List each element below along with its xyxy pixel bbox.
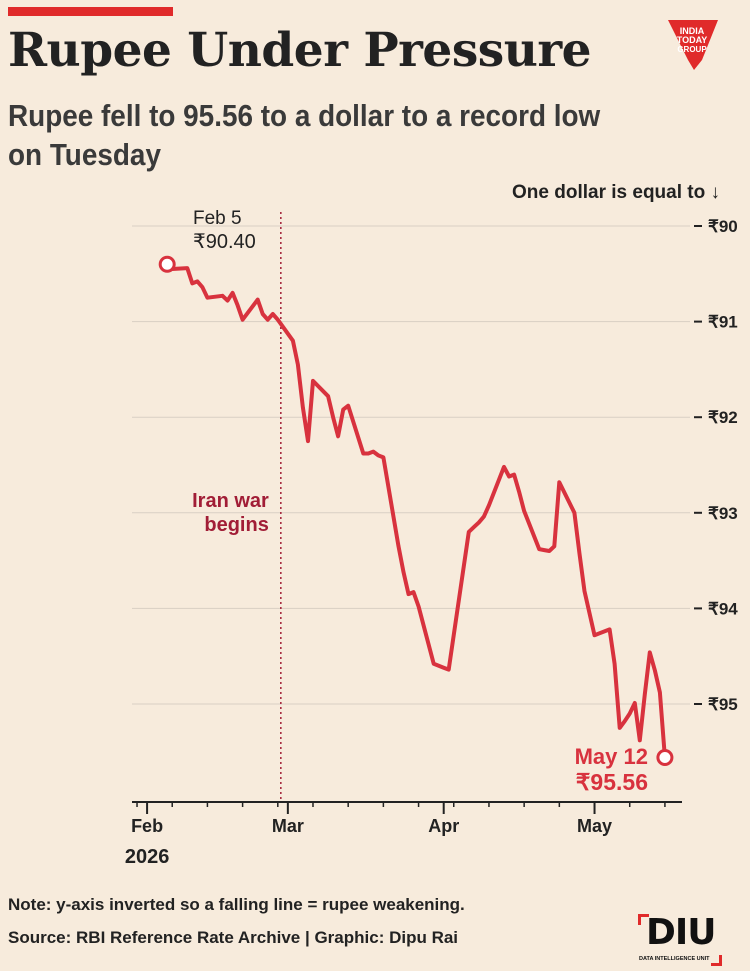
line-chart: One dollar is equal to ↓ ₹90 ₹91 ₹92 ₹93 ₹94… [125, 182, 738, 868]
chart-note: Note: y-axis inverted so a falling line … [8, 895, 465, 914]
y-tick-label: ₹95 [708, 695, 738, 714]
y-tick-label: ₹91 [708, 313, 738, 332]
y-tick-label: ₹93 [708, 504, 738, 523]
y-axis-ticks: ₹90 ₹91 ₹92 ₹93 ₹94 ₹95 [694, 217, 738, 714]
x-tick-label: May [577, 816, 612, 836]
end-value-label: ₹95.56 [576, 769, 648, 795]
gridlines [132, 225, 690, 705]
y-axis-label: One dollar is equal to ↓ [512, 182, 720, 203]
point-labels: Feb 5₹90.40 May 12₹95.56 [158, 208, 674, 795]
x-tick-label: Apr [428, 816, 459, 836]
series-line [165, 262, 667, 760]
y-tick-label: ₹94 [708, 599, 738, 618]
logo-line-1: INDIA [680, 26, 705, 36]
start-point-marker [158, 255, 176, 273]
series-path [165, 262, 667, 760]
india-today-logo: INDIA TODAY GROUP [668, 20, 718, 70]
reference-line-label: begins [204, 514, 268, 536]
chart-subtitle: Rupee fell to 95.56 to a dollar to a rec… [8, 98, 601, 172]
logo-shape [668, 20, 718, 70]
logo-line-3: GROUP [677, 45, 707, 54]
y-tick-label: ₹90 [708, 217, 738, 236]
x-tick-label: Mar [272, 816, 304, 836]
x-year-label: 2026 [125, 846, 170, 868]
y-tick-label: ₹92 [708, 408, 738, 427]
chart-source: Source: RBI Reference Rate Archive | Gra… [8, 928, 459, 947]
diu-corner-br [711, 955, 722, 966]
diu-logo: DIU DATA INTELLIGENCE UNIT [638, 912, 722, 968]
logo-line-2: TODAY [677, 35, 708, 45]
diu-brand: DIU [646, 912, 717, 953]
diu-brand-sub: DATA INTELLIGENCE UNIT [639, 956, 710, 962]
start-date-label: Feb 5 [193, 208, 242, 229]
x-tick-label: Feb [131, 816, 163, 836]
chart-title: Rupee Under Pressure [8, 23, 592, 78]
end-point-marker [656, 749, 674, 767]
reference-line-label: Iran war [192, 490, 269, 512]
x-axis: Feb Mar Apr May 2026 [125, 801, 682, 868]
end-date-label: May 12 [575, 744, 648, 769]
accent-bar [8, 7, 173, 16]
diu-corner-tl [638, 914, 649, 925]
start-value-label: ₹90.40 [193, 231, 256, 253]
